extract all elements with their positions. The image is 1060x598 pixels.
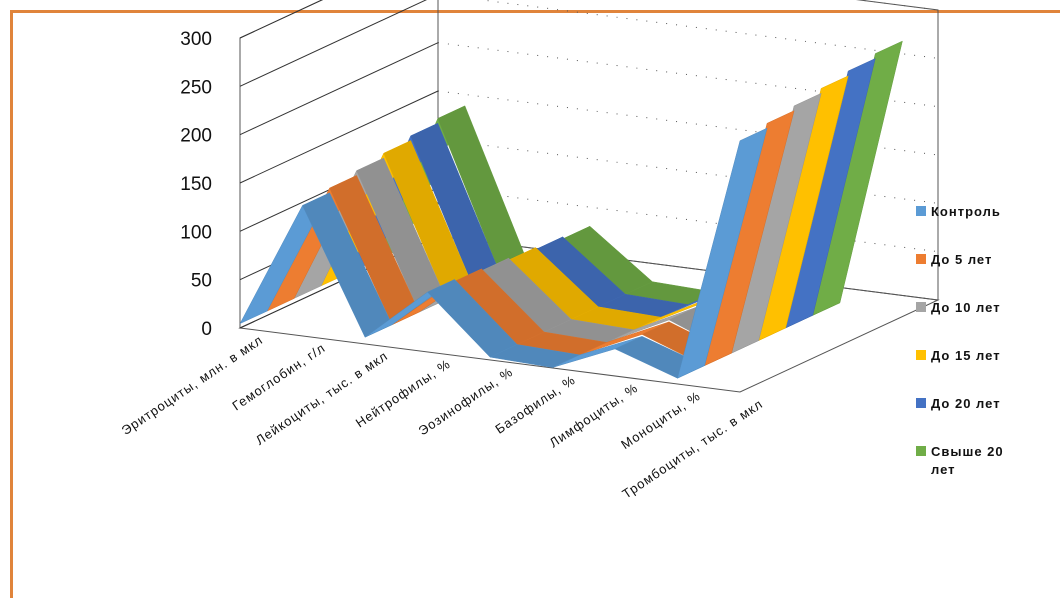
- frame-border-left: [10, 10, 13, 598]
- frame-border-top: [10, 10, 1060, 13]
- ribbon-segment: [677, 127, 768, 379]
- legend-swatch: [916, 446, 926, 456]
- y-tick-label: 150: [180, 174, 212, 195]
- side-gridline: [239, 90, 439, 184]
- legend-label: Свыше 20 лет: [931, 444, 1004, 477]
- back-gridline: [478, 0, 939, 59]
- x-tick-label: Лейкоциты, тыс. в мкл: [253, 348, 391, 448]
- side-gridline: [239, 0, 323, 39]
- chart-legend: Контроль До 5 лет До 10 лет До 15 лет До 20 …: [916, 204, 1004, 477]
- y-axis-ticks: 0 50 100 150 200 250 300: [180, 29, 212, 340]
- legend-swatch: [916, 254, 926, 264]
- y-tick-label: 100: [180, 222, 212, 243]
- x-tick-label: Эритроциты, млн. в мкл: [119, 332, 266, 438]
- legend-label: До 10 лет: [931, 300, 1001, 315]
- legend-swatch: [916, 398, 926, 408]
- side-gridline: [239, 0, 427, 87]
- legend-swatch: [916, 206, 926, 216]
- legend-label: До 15 лет: [931, 348, 1001, 363]
- y-tick-label: 200: [180, 126, 212, 147]
- chart-ribbons: [239, 40, 903, 379]
- y-tick-label: 0: [201, 319, 212, 340]
- legend-label: Контроль: [931, 204, 1001, 219]
- side-gridline: [239, 42, 439, 136]
- legend-label: До 5 лет: [931, 252, 992, 267]
- legend-label: До 20 лет: [931, 396, 1001, 411]
- x-tick-label: Тромбоциты, тыс. в мкл: [619, 396, 765, 501]
- back-gridline: [855, 0, 939, 11]
- back-gridline: [437, 235, 939, 301]
- y-tick-label: 250: [180, 77, 212, 98]
- legend-swatch: [916, 350, 926, 360]
- y-tick-label: 300: [180, 29, 212, 50]
- y-tick-label: 50: [191, 271, 212, 292]
- legend-swatch: [916, 302, 926, 312]
